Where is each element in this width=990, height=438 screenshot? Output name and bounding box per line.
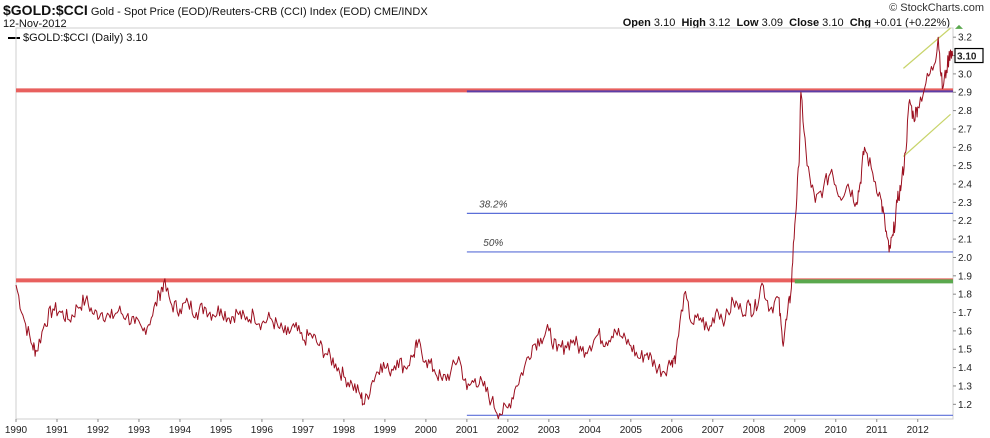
x-tick-label: 1991	[46, 425, 69, 436]
x-tick-label: 2004	[579, 425, 602, 436]
quote-bar: Open 3.10 High 3.12 Low 3.09 Close 3.10 …	[623, 17, 950, 29]
y-tick-label: 3.2	[958, 33, 972, 44]
exchange-label: CME/INDX	[373, 6, 428, 18]
y-tick-label: 1.5	[958, 345, 972, 356]
x-tick-label: 2001	[456, 425, 479, 436]
last-price-label: 3.10	[957, 52, 977, 63]
y-tick-label: 1.4	[958, 363, 972, 374]
x-tick-label: 2011	[866, 425, 888, 436]
x-tick-label: 1998	[333, 425, 356, 436]
channel-line-2	[903, 113, 951, 157]
price-line	[15, 36, 954, 420]
y-tick-label: 1.9	[958, 271, 972, 282]
close-label: Close	[789, 17, 820, 29]
fib-label-1: 38.2%	[479, 199, 507, 210]
close-value: 3.10	[822, 17, 844, 29]
legend-label: $GOLD:$CCI (Daily) 3.10	[23, 32, 148, 44]
x-tick-label: 2000	[415, 425, 438, 436]
y-tick-label: 2.5	[958, 161, 972, 172]
high-value: 3.12	[708, 17, 731, 29]
legend-swatch-icon	[8, 37, 20, 40]
last-price-box	[954, 47, 984, 64]
x-tick-label: 1999	[374, 425, 397, 436]
y-tick-label: 1.6	[958, 326, 972, 337]
low-label: Low	[736, 17, 759, 29]
y-tick-label: 3.0	[958, 69, 972, 80]
y-tick-label: 2.7	[958, 124, 972, 135]
y-tick-label: 2.2	[958, 216, 972, 227]
open-value: 3.10	[653, 17, 676, 29]
low-value: 3.09	[761, 17, 783, 29]
x-tick-label: 1995	[210, 425, 233, 436]
high-label: High	[681, 17, 706, 29]
x-tick-label: 1993	[128, 425, 151, 436]
y-tick-label: 1.3	[958, 381, 972, 392]
x-tick-label: 2002	[497, 425, 520, 436]
x-tick-label: 2012	[907, 425, 930, 436]
y-tick-label: 2.1	[958, 235, 972, 246]
channel-line-1	[903, 27, 951, 69]
brand-label[interactable]: © StockCharts.com	[889, 2, 984, 14]
x-tick-label: 2008	[743, 425, 766, 436]
x-tick-label: 1992	[87, 425, 110, 436]
x-tick-label: 1997	[292, 425, 315, 436]
y-tick-label: 2.8	[958, 106, 972, 117]
y-tick-label: 2.4	[958, 180, 972, 191]
chart-date: 12-Nov-2012	[3, 18, 67, 30]
up-arrow-icon	[955, 24, 963, 29]
description-label: Gold - Spot Price (EOD)/Reuters-CRB (CCI…	[90, 6, 371, 18]
x-tick-label: 2010	[825, 425, 848, 436]
y-tick-label: 1.8	[958, 290, 972, 301]
chart-title: $GOLD:$CCI Gold - Spot Price (EOD)/Reute…	[3, 2, 428, 18]
y-tick-label: 2.9	[958, 88, 972, 99]
open-label: Open	[622, 17, 651, 29]
x-tick-label: 2007	[702, 425, 725, 436]
y-tick-label: 2.0	[958, 253, 972, 264]
chg-label: Chg	[849, 17, 872, 29]
fib-label-2: 50%	[483, 238, 503, 249]
y-tick-label: 2.6	[958, 143, 972, 154]
x-tick-label: 2005	[620, 425, 643, 436]
series-legend: $GOLD:$CCI (Daily) 3.10	[8, 32, 148, 44]
x-tick-label: 2006	[661, 425, 684, 436]
y-tick-label: 2.3	[958, 198, 972, 209]
x-tick-label: 1994	[169, 425, 192, 436]
chg-value: +0.01 (+0.22%)	[874, 17, 950, 29]
x-tick-label: 2003	[538, 425, 561, 436]
symbol-label: $GOLD:$CCI	[3, 2, 88, 18]
x-tick-label: 2009	[784, 425, 807, 436]
x-tick-label: 1990	[5, 425, 28, 436]
y-tick-label: 1.2	[958, 400, 972, 411]
plot-frame	[15, 27, 954, 420]
y-tick-label: 1.7	[958, 308, 972, 319]
x-tick-label: 1996	[251, 425, 274, 436]
